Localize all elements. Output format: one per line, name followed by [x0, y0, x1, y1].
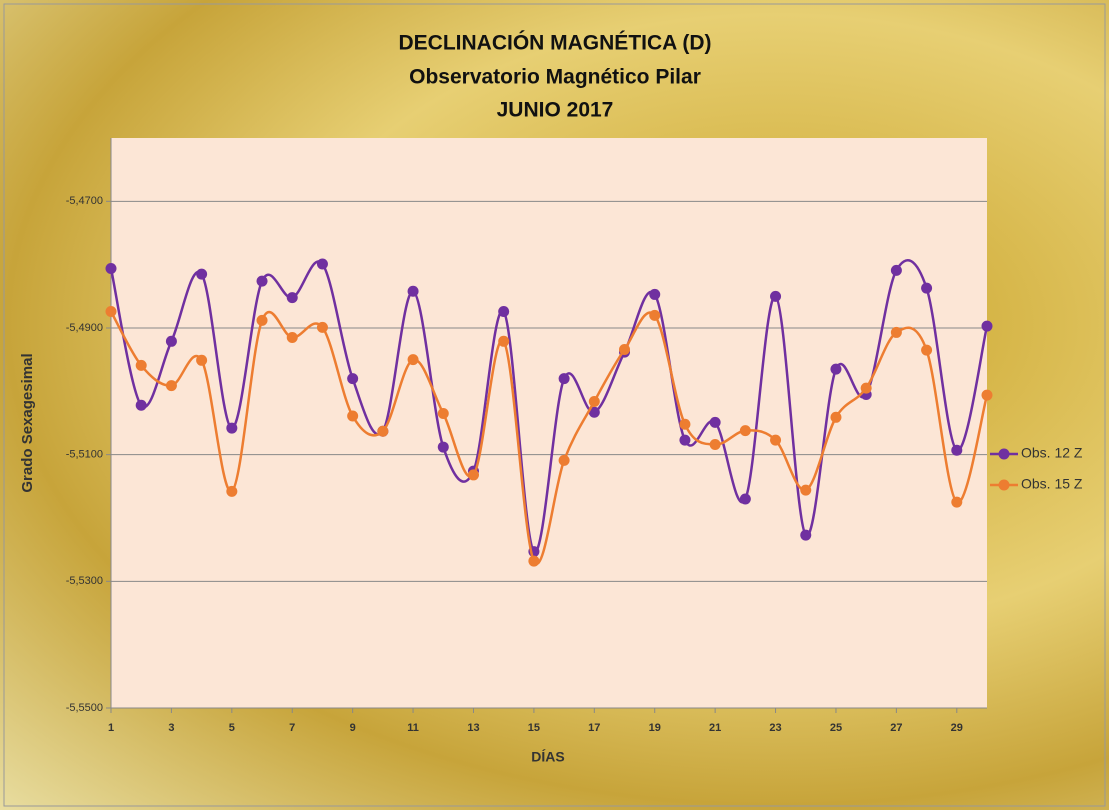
data-point [316, 321, 328, 333]
data-point [347, 373, 359, 385]
x-tick-label: 9 [350, 722, 356, 734]
x-tick-label: 13 [467, 722, 479, 734]
legend-marker [998, 448, 1010, 460]
data-point [498, 335, 510, 347]
chart-subtitle: JUNIO 2017 [497, 99, 614, 122]
plot-area [111, 138, 987, 708]
data-point [679, 418, 691, 430]
x-tick-label: 5 [229, 722, 235, 734]
x-tick-label: 23 [769, 722, 781, 734]
data-point [800, 529, 812, 541]
data-point [921, 282, 933, 294]
x-tick-label: 15 [528, 722, 540, 734]
data-point [619, 344, 631, 356]
data-point [679, 434, 691, 446]
data-point [105, 262, 117, 274]
data-point [739, 425, 751, 437]
x-tick-label: 21 [709, 722, 721, 734]
data-point [649, 288, 661, 300]
y-tick-label: -5,4900 [66, 322, 103, 334]
data-point [407, 354, 419, 366]
data-point [256, 314, 268, 326]
data-point [347, 410, 359, 422]
data-point [558, 373, 570, 385]
chart-border [3, 3, 1106, 807]
data-point [951, 444, 963, 456]
y-axis-label: Grado Sexagesimal [19, 353, 36, 492]
data-point [437, 441, 449, 453]
data-point [226, 422, 238, 434]
data-point [770, 434, 782, 446]
data-point [981, 320, 993, 332]
data-point [890, 264, 902, 276]
x-tick-label: 3 [168, 722, 174, 734]
y-tick-label: -5,5300 [66, 575, 103, 587]
data-point [921, 344, 933, 356]
data-point [860, 382, 872, 394]
data-point [890, 326, 902, 338]
data-point [377, 425, 389, 437]
data-point [709, 439, 721, 451]
data-point [165, 335, 177, 347]
data-point [196, 354, 208, 366]
x-tick-label: 27 [890, 722, 902, 734]
x-tick-label: 29 [951, 722, 963, 734]
y-tick-label: -5,5500 [66, 702, 103, 714]
data-point [528, 555, 540, 567]
data-point [165, 380, 177, 392]
data-point [135, 359, 147, 371]
data-point [709, 416, 721, 428]
data-point [770, 290, 782, 302]
x-tick-label: 17 [588, 722, 600, 734]
legend-label: Obs. 12 Z [1021, 445, 1083, 461]
data-point [286, 332, 298, 343]
data-point [437, 408, 449, 419]
data-point [588, 406, 600, 418]
x-axis-label: DÍAS [531, 749, 564, 765]
x-tick-label: 25 [830, 722, 842, 734]
legend-label: Obs. 15 Z [1021, 476, 1083, 492]
data-point [830, 363, 842, 375]
data-point [105, 306, 117, 318]
data-point [467, 469, 479, 481]
data-point [407, 285, 419, 297]
y-tick-label: -5,5100 [66, 449, 103, 461]
x-tick-label: 7 [289, 722, 295, 734]
chart-title: DECLINACIÓN MAGNÉTICA (D) [398, 31, 711, 55]
legend-marker [998, 479, 1010, 491]
data-point [981, 389, 993, 401]
data-point [588, 395, 600, 407]
data-point [951, 496, 963, 508]
data-point [256, 275, 268, 287]
data-point [196, 268, 208, 280]
chart-subtitle: Observatorio Magnético Pilar [409, 66, 701, 89]
data-point [498, 306, 510, 318]
x-tick-label: 11 [407, 722, 419, 734]
x-tick-label: 19 [649, 722, 661, 734]
data-point [226, 485, 238, 497]
data-point [286, 292, 298, 304]
data-point [800, 484, 812, 496]
data-point [830, 411, 842, 423]
data-point [739, 493, 751, 505]
data-point [135, 399, 147, 411]
data-point [649, 309, 661, 321]
x-tick-label: 1 [108, 722, 114, 734]
data-point [316, 258, 328, 270]
data-point [558, 454, 570, 466]
y-tick-label: -5,4700 [66, 195, 103, 207]
